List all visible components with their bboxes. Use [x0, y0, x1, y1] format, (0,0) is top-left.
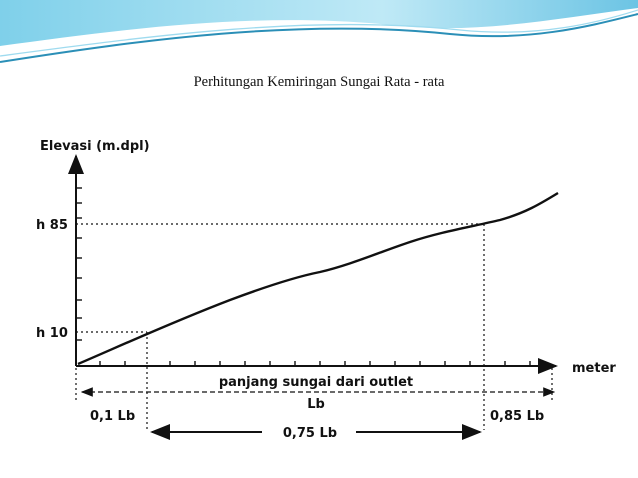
lb-label: Lb	[307, 397, 325, 412]
river-profile-curve	[77, 191, 559, 366]
slide-title: Perhitungan Kemiringan Sungai Rata - rat…	[193, 74, 445, 90]
h10-label: h 10	[36, 326, 68, 341]
h85-label: h 85	[36, 218, 68, 233]
y-axis-ticks	[76, 187, 82, 341]
h85-reference-lines	[76, 223, 485, 430]
top-wave-line-1	[0, 13, 638, 63]
h10-reference-lines	[76, 331, 148, 430]
top-wave-white	[0, 8, 638, 60]
diagram-panel	[0, 118, 638, 458]
x-axis-ticks	[99, 361, 531, 366]
x-axis-label: meter	[572, 361, 616, 376]
y-axis-label: Elevasi (m.dpl)	[40, 139, 150, 154]
top-wave-line-2	[0, 9, 638, 57]
elevation-profile-diagram: Elevasi (m.dpl) meter h 85 h 10 panjang …	[36, 139, 616, 441]
x-caption: panjang sungai dari outlet	[219, 375, 413, 390]
lb-085-label: 0,85 Lb	[490, 409, 544, 424]
lb-075-label: 0,75 Lb	[283, 426, 337, 441]
lb-01-label: 0,1 Lb	[90, 409, 135, 424]
